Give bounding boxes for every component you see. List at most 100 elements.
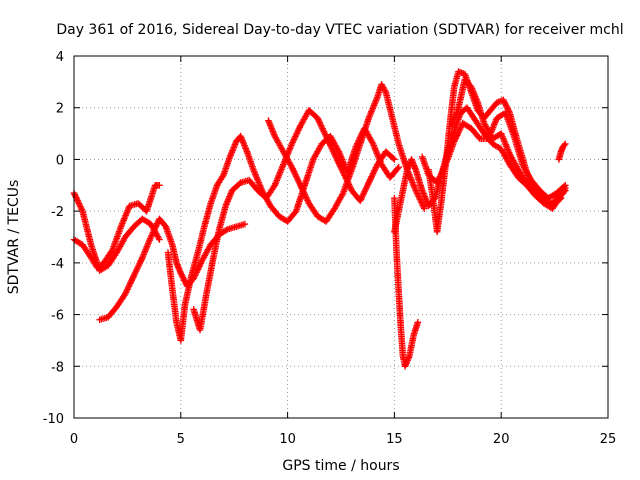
data-point — [122, 289, 130, 296]
data-point — [395, 163, 402, 171]
data-point — [296, 180, 303, 188]
data-point — [360, 189, 368, 197]
data-point — [297, 181, 304, 189]
data-point — [329, 146, 336, 154]
data-point — [294, 177, 302, 185]
data-point — [556, 196, 564, 203]
data-point — [314, 116, 322, 123]
data-point — [415, 193, 422, 200]
data-point — [363, 183, 370, 191]
data-point — [131, 269, 139, 277]
data-point — [149, 229, 157, 236]
data-point — [324, 135, 331, 143]
data-point — [126, 281, 133, 289]
data-point — [332, 152, 339, 160]
data-point — [371, 165, 379, 173]
data-point — [337, 164, 345, 172]
data-point — [290, 137, 297, 145]
axis-ticks — [73, 55, 609, 419]
data-point — [153, 221, 160, 229]
data-point — [288, 140, 296, 148]
data-point — [560, 141, 568, 149]
data-point — [502, 100, 509, 108]
data-point — [124, 284, 132, 292]
data-point — [436, 173, 444, 180]
data-point — [362, 185, 370, 193]
data-point — [298, 185, 306, 192]
data-point — [334, 146, 342, 154]
data-point — [289, 165, 296, 172]
data-point — [289, 139, 296, 146]
data-point — [291, 134, 299, 142]
data-point — [456, 125, 464, 133]
data-point — [437, 171, 444, 179]
data-point — [557, 194, 565, 202]
data-point — [290, 136, 298, 143]
data-point — [503, 103, 511, 111]
data-point — [418, 200, 426, 208]
x-tick-labels: 0 5 10 15 20 25 — [70, 432, 616, 447]
data-point — [359, 191, 367, 199]
data-point — [416, 196, 424, 203]
data-point — [76, 201, 83, 209]
data-point — [125, 283, 133, 290]
data-point — [339, 167, 346, 175]
data-point — [332, 153, 340, 161]
data-point — [135, 261, 143, 269]
data-point — [293, 130, 301, 137]
data-point — [372, 164, 380, 171]
y-axis-label: SDTVAR / TECUs — [6, 180, 22, 295]
data-point — [504, 105, 511, 112]
data-point — [502, 102, 510, 109]
series-track-10 — [418, 109, 569, 202]
data-point — [327, 143, 335, 151]
data-point — [331, 150, 338, 158]
data-point — [322, 131, 329, 138]
y-tick-labels: 4 2 0 -2 -4 -6 -8 -10 — [43, 50, 64, 427]
data-point — [324, 137, 332, 144]
data-point — [291, 169, 299, 177]
data-point — [454, 130, 462, 138]
data-point — [361, 188, 368, 196]
plot-frame — [73, 55, 609, 419]
data-point — [156, 181, 163, 189]
data-point — [334, 156, 341, 164]
data-point — [292, 171, 299, 179]
data-point — [329, 147, 337, 155]
data-point — [133, 266, 140, 274]
data-point — [417, 197, 425, 205]
data-point — [414, 191, 422, 199]
data-point — [290, 168, 298, 176]
data-point — [358, 194, 365, 202]
data-point — [137, 257, 145, 264]
y-tick-label: -6 — [51, 309, 64, 324]
data-point — [294, 175, 301, 183]
data-point — [435, 174, 443, 182]
data-point — [420, 203, 427, 211]
data-point — [197, 259, 205, 267]
y-tick-label: -4 — [51, 257, 64, 272]
y-tick-label: -2 — [51, 205, 64, 220]
data-point — [295, 125, 303, 133]
data-point — [294, 127, 302, 134]
data-point — [361, 186, 369, 194]
data-point — [369, 170, 377, 177]
data-point — [136, 258, 144, 266]
data-point — [299, 186, 306, 194]
data-point — [391, 156, 398, 163]
series-track-1 — [70, 189, 163, 274]
data-point — [126, 280, 134, 287]
data-point — [77, 204, 85, 212]
data-point — [455, 127, 463, 135]
data-point — [317, 122, 325, 129]
data-point — [301, 191, 308, 198]
data-point — [293, 174, 301, 182]
data-point — [500, 98, 508, 105]
data-point — [149, 230, 156, 238]
data-point — [412, 187, 420, 194]
data-point — [561, 140, 569, 148]
data-point — [505, 108, 513, 115]
data-point — [340, 170, 348, 178]
data-point — [366, 177, 373, 185]
data-point — [356, 197, 364, 205]
